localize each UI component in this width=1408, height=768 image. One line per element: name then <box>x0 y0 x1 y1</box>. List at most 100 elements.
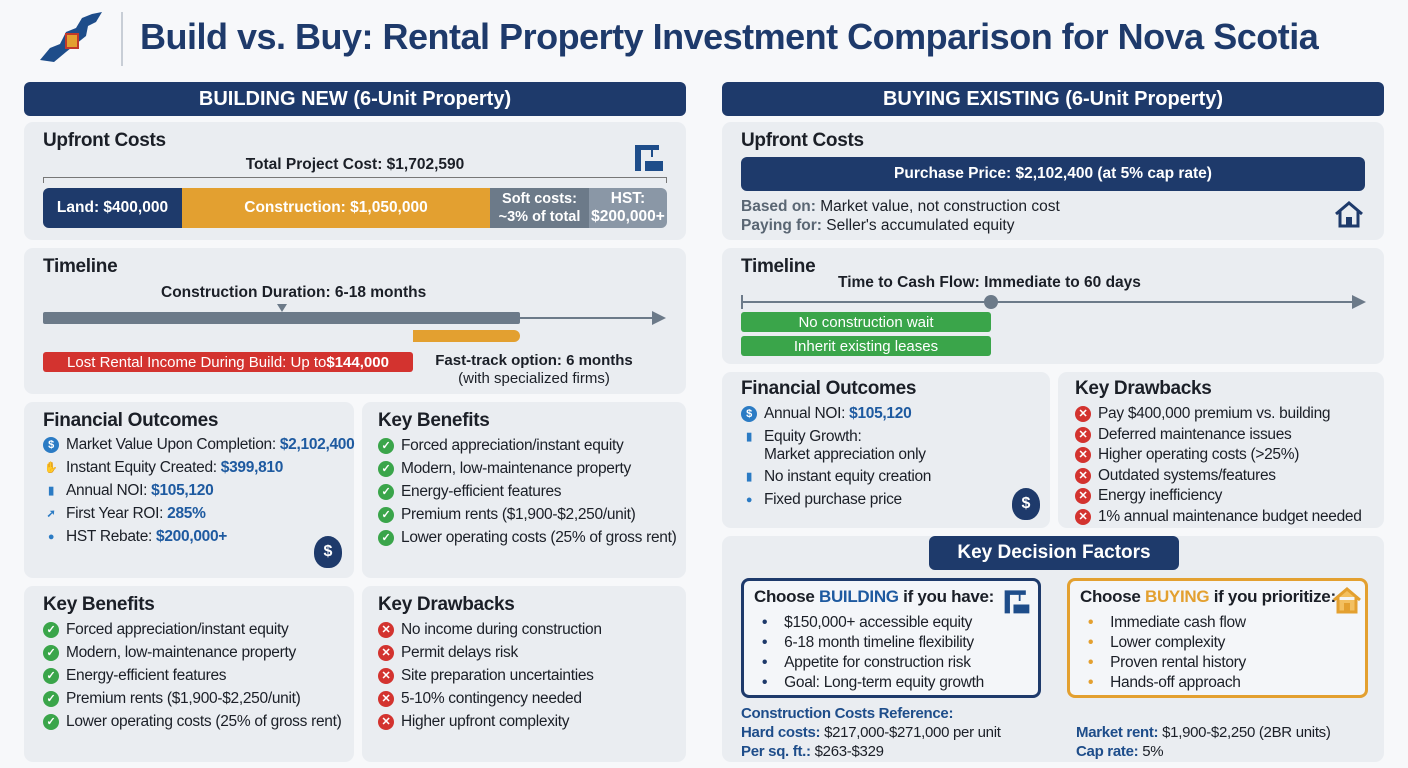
financial-list: $ Market Value Upon Completion: $2,102,40… <box>43 436 358 551</box>
nova-scotia-map-icon <box>40 12 102 62</box>
money-bag-icon: ● <box>47 531 55 543</box>
drawbacks-list: ✕ Pay $400,000 premium vs. building ✕ Defe… <box>1075 405 1362 528</box>
financial-list: $ Annual NOI: $105,120 ▮ Equity Growth: Mar… <box>741 405 931 514</box>
list-item: ✓ Lower operating costs (25% of gross ren… <box>43 713 342 736</box>
x-circle-icon: ✕ <box>378 668 394 684</box>
purchase-price-bar: Purchase Price: $2,102,400 (at 5% cap ra… <box>741 157 1365 191</box>
arrow-icon <box>652 311 666 325</box>
dollar-icon: $ <box>43 437 59 453</box>
buying-criteria-list: Immediate cash flow Lower complexity Pro… <box>1088 613 1246 693</box>
list-item: ✕ Permit delays risk <box>378 644 602 667</box>
list-item: ➚ First Year ROI: 285% <box>43 505 358 528</box>
buy-timeline-card: Timeline Time to Cash Flow: Immediate to… <box>722 248 1384 364</box>
purchase-basis: Based on: Market value, not construction… <box>741 198 1060 234</box>
check-icon: ✓ <box>43 622 59 638</box>
section-title: Upfront Costs <box>43 130 166 151</box>
timeline-marker <box>984 295 998 309</box>
list-item: ✕ Higher upfront complexity <box>378 713 602 736</box>
fast-track-note: Fast-track option: 6 months (with special… <box>434 352 634 388</box>
list-item: Proven rental history <box>1088 653 1246 673</box>
list-item: ✕ 1% annual maintenance budget needed <box>1075 508 1362 529</box>
build-drawbacks-card: Key Drawbacks ✕ No income during construc… <box>362 586 686 762</box>
x-circle-icon: ✕ <box>378 622 394 638</box>
buy-banner: BUYING EXISTING (6-Unit Property) <box>722 82 1384 116</box>
house-icon <box>1333 587 1361 614</box>
crane-icon <box>635 145 663 171</box>
check-icon: ✓ <box>43 691 59 707</box>
bar-chart-icon: ▮ <box>746 471 752 483</box>
list-item: ✓ Modern, low-maintenance property <box>43 644 341 667</box>
choose-building-title: Choose BUILDING if you have: <box>754 587 995 606</box>
list-item: ✕ 5-10% contingency needed <box>378 690 602 713</box>
construction-cost-reference: Construction Costs Reference: Hard costs… <box>741 705 1001 760</box>
benefits-list: ✓ Forced appreciation/instant equity ✓ Mod… <box>378 437 677 552</box>
list-item: ✓ Energy-efficient features <box>378 483 676 506</box>
buy-upfront-card: Upfront Costs Purchase Price: $2,102,400… <box>722 122 1384 240</box>
list-item: ✓ Modern, low-maintenance property <box>378 460 676 483</box>
page-title: Build vs. Buy: Rental Property Investmen… <box>140 16 1319 57</box>
list-item: Goal: Long-term equity growth <box>762 673 984 693</box>
list-item: ✋ Instant Equity Created: $399,810 <box>44 459 284 476</box>
check-icon: ✓ <box>43 645 59 661</box>
check-icon: ✓ <box>43 668 59 684</box>
build-financial-card: Financial Outcomes $ Market Value Upon Co… <box>24 402 355 578</box>
x-circle-icon: ✕ <box>1075 488 1091 504</box>
check-icon: ✓ <box>378 507 394 523</box>
list-item: ▮ Equity Growth: Market appreciation only <box>741 428 931 468</box>
money-bag-icon: $ <box>1012 488 1040 520</box>
list-item: ✓ Lower operating costs (25% of gross ren… <box>378 529 677 552</box>
benefits-list: ✓ Forced appreciation/instant equity ✓ Mod… <box>43 621 342 736</box>
decision-title: Key Decision Factors <box>929 536 1179 570</box>
x-circle-icon: ✕ <box>378 691 394 707</box>
section-title: Timeline <box>741 256 816 277</box>
x-circle-icon: ✕ <box>378 714 394 730</box>
list-item: ✕ Energy inefficiency <box>1075 487 1362 508</box>
list-item: $150,000+ accessible equity <box>762 613 984 633</box>
money-bag-icon: ● <box>745 494 753 506</box>
cost-segment-construction: Construction: $1,050,000 <box>182 188 490 228</box>
construction-bar <box>43 312 520 324</box>
check-icon: ✓ <box>43 714 59 730</box>
hand-coin-icon: ✋ <box>44 462 58 474</box>
section-title: Key Benefits <box>43 594 155 615</box>
list-item: ✓ Premium rents ($1,900-$2,250/unit) <box>43 690 341 713</box>
build-benefits-top-card: Key Benefits ✓ Forced appreciation/instan… <box>362 402 686 578</box>
fast-track-bar <box>413 330 520 342</box>
list-item: ✕ Pay $400,000 premium vs. building <box>1075 405 1362 426</box>
total-bracket <box>43 177 667 183</box>
lost-income-badge: Lost Rental Income During Build: Up to $… <box>43 352 413 372</box>
section-title: Upfront Costs <box>741 130 864 151</box>
trend-arrow-icon: ➚ <box>46 508 56 520</box>
cost-segment-land: Land: $400,000 <box>43 188 182 228</box>
time-to-cash-flow: Time to Cash Flow: Immediate to 60 days <box>838 274 1141 291</box>
check-icon: ✓ <box>378 461 394 477</box>
x-circle-icon: ✕ <box>1075 467 1091 484</box>
section-title: Timeline <box>43 256 118 277</box>
check-icon: ✓ <box>378 438 394 454</box>
marker-icon <box>277 304 287 312</box>
buy-financial-card: Financial Outcomes $ Annual NOI: $105,120… <box>722 372 1050 528</box>
money-bag-icon: $ <box>314 536 342 568</box>
list-item: ✓ Energy-efficient features <box>43 667 341 690</box>
crane-icon <box>1004 590 1030 614</box>
choose-buying-title: Choose BUYING if you prioritize: <box>1080 587 1336 606</box>
choose-building-box: Choose BUILDING if you have: $150,000+ a… <box>741 578 1041 698</box>
list-item: ✕ No income during construction <box>378 621 602 644</box>
bar-chart-icon: ▮ <box>746 431 752 443</box>
list-item: ✕ Higher operating costs (>25%) <box>1075 446 1362 467</box>
list-item: Immediate cash flow <box>1088 613 1246 633</box>
lost-income-label: Lost Rental Income During Build: Up to <box>67 353 327 371</box>
timeline-line <box>520 317 654 319</box>
bar-chart-icon: ▮ <box>48 485 54 497</box>
total-project-cost: Total Project Cost: $1,702,590 <box>245 156 465 173</box>
x-circle-icon: ✕ <box>1075 406 1091 422</box>
build-timeline-card: Timeline Construction Duration: 6-18 mon… <box>24 248 686 394</box>
list-item: Lower complexity <box>1088 633 1246 653</box>
list-item: $ Annual NOI: $105,120 <box>741 405 931 428</box>
list-item: ▮ No instant equity creation <box>741 468 931 491</box>
cost-segment-hst: HST: $200,000+ <box>589 188 667 228</box>
list-item: ✓ Forced appreciation/instant equity <box>378 437 676 460</box>
dollar-icon: $ <box>741 406 757 422</box>
x-circle-icon: ✕ <box>1075 426 1091 443</box>
x-circle-icon: ✕ <box>378 645 394 661</box>
